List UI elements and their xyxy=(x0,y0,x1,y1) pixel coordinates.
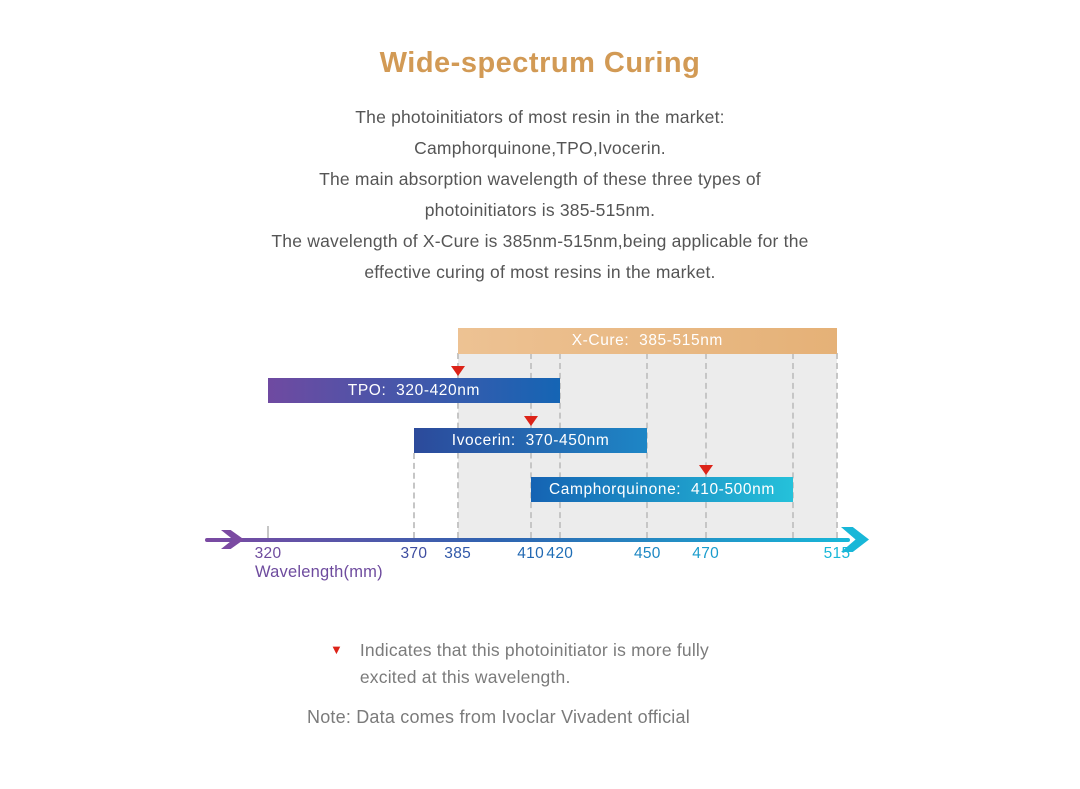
page-title: Wide-spectrum Curing xyxy=(379,47,701,79)
gridline-500 xyxy=(792,353,795,538)
bar-tpo: TPO: 320-420nm xyxy=(268,378,560,403)
intro-line-2: Camphorquinone,TPO,Ivocerin. xyxy=(414,138,666,158)
gridline-450 xyxy=(646,353,649,538)
tick-label-515: 515 xyxy=(823,545,851,562)
tick-label-420: 420 xyxy=(546,545,574,562)
tick-label-410: 410 xyxy=(517,545,544,562)
tick-label-470: 470 xyxy=(692,545,720,562)
legend-line-1: Indicates that this photoinitiator is mo… xyxy=(359,640,709,660)
tick-label-450: 450 xyxy=(633,545,661,562)
gridline-515 xyxy=(836,353,838,538)
note-text: Note: Data comes from Ivoclar Vivadent o… xyxy=(307,707,690,727)
bar-ivocerin: Ivocerin: 370-450nm xyxy=(413,428,648,453)
intro-line-4: photoinitiators is 385-515nm. xyxy=(424,200,656,220)
wavelength-axis-label: Wavelength(mm) xyxy=(255,563,383,581)
intro-line-6: effective curing of most resins in the m… xyxy=(364,262,716,282)
bar-label-camphorquinone: Camphorquinone: 410-500nm xyxy=(548,480,775,498)
axis-line xyxy=(205,538,850,542)
legend-marker-icon: ▼ xyxy=(330,642,343,657)
tick-label-370: 370 xyxy=(400,545,428,562)
peak-marker-icon-tpo xyxy=(450,366,465,376)
legend-text: Indicates that this photoinitiator is mo… xyxy=(360,637,709,690)
gridline-470 xyxy=(704,353,707,538)
peak-marker-icon-ivocerin xyxy=(523,416,538,426)
legend: ▼ Indicates that this photoinitiator is … xyxy=(330,637,709,690)
bar-label-ivocerin: Ivocerin: 370-450nm xyxy=(451,431,610,449)
gridline-320 xyxy=(267,526,269,538)
peak-marker-icon-camphorquinone xyxy=(698,465,713,475)
intro-text: The photoinitiators of most resin in the… xyxy=(0,102,1080,288)
chart: Wavelength(mm) X-Cure: 385-515nm TPO: 320… xyxy=(0,320,1080,595)
tick-label-320: 320 xyxy=(254,545,282,562)
bar-label-tpo: TPO: 320-420nm xyxy=(347,381,480,399)
tick-label-385: 385 xyxy=(444,545,472,562)
bar-label-xcure: X-Cure: 385-515nm xyxy=(571,332,723,349)
bar-xcure: X-Cure: 385-515nm xyxy=(457,328,837,354)
gridline-370 xyxy=(412,453,415,538)
intro-line-3: The main absorption wavelength of these … xyxy=(319,169,761,189)
bar-camphorquinone: Camphorquinone: 410-500nm xyxy=(530,477,794,502)
intro-line-1: The photoinitiators of most resin in the… xyxy=(355,107,725,127)
legend-line-2: excited at this wavelength. xyxy=(359,666,571,687)
intro-line-5: The wavelength of X-Cure is 385nm-515nm,… xyxy=(271,231,809,251)
